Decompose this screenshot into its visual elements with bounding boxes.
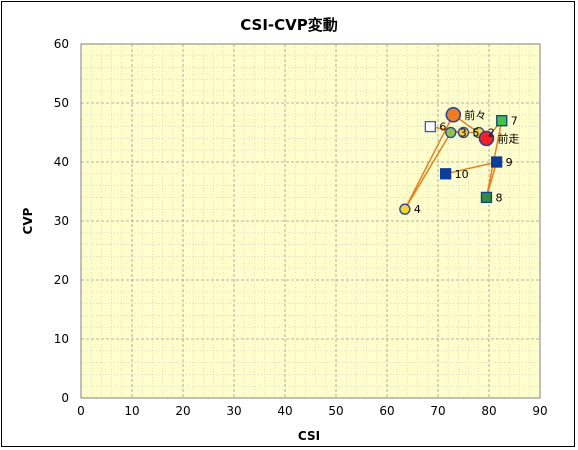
- x-tick-label: 20: [175, 404, 190, 418]
- data-markers: [399, 107, 508, 215]
- data-label: 前走: [497, 131, 519, 145]
- x-tick-label: 60: [379, 404, 394, 418]
- x-tick-label: 50: [328, 404, 343, 418]
- marker-square: [490, 156, 503, 168]
- marker-circle: [399, 203, 411, 215]
- x-tick-label: 40: [277, 404, 292, 418]
- x-tick-label: 90: [532, 404, 547, 418]
- x-axis-label: CSI: [298, 429, 320, 443]
- x-tick-label: 70: [430, 404, 445, 418]
- marker-circle-large: [445, 107, 462, 123]
- data-label: 7: [511, 115, 518, 128]
- data-label: 9: [506, 156, 513, 169]
- x-tick-labels: 0 10 20 30 40 50 60 70 80 90: [77, 404, 547, 418]
- data-label: 8: [495, 191, 502, 204]
- marker-square: [496, 115, 508, 127]
- y-tick-labels: 0 10 20 30 40 50 60: [54, 37, 69, 405]
- data-label: 前々: [464, 108, 486, 122]
- data-label: 2: [488, 127, 495, 140]
- y-tick-label: 40: [54, 155, 69, 169]
- marker-square: [424, 120, 437, 133]
- marker-square: [439, 168, 452, 180]
- marker-circle: [457, 126, 470, 139]
- y-tick-label: 10: [54, 332, 69, 346]
- x-tick-label: 0: [77, 404, 85, 418]
- marker-circle-large: [478, 130, 495, 147]
- y-tick-label: 30: [54, 214, 69, 228]
- data-label: 5: [473, 127, 480, 140]
- y-axis-label: CVP: [21, 207, 35, 234]
- plot-border: [80, 43, 541, 399]
- y-tick-label: 20: [54, 273, 69, 287]
- data-label: 6: [439, 121, 446, 134]
- y-tick-label: 0: [61, 391, 69, 405]
- data-label: 4: [414, 203, 421, 216]
- y-tick-label: 50: [54, 96, 69, 110]
- data-label: 3: [460, 127, 467, 140]
- x-tick-label: 30: [226, 404, 241, 418]
- chart-title: CSI-CVP変動: [240, 16, 338, 34]
- x-tick-label: 80: [481, 404, 496, 418]
- marker-circle: [445, 126, 457, 139]
- x-tick-label: 10: [124, 404, 139, 418]
- y-tick-label: 60: [54, 37, 69, 51]
- marker-square: [480, 191, 493, 204]
- data-label: 10: [455, 168, 469, 181]
